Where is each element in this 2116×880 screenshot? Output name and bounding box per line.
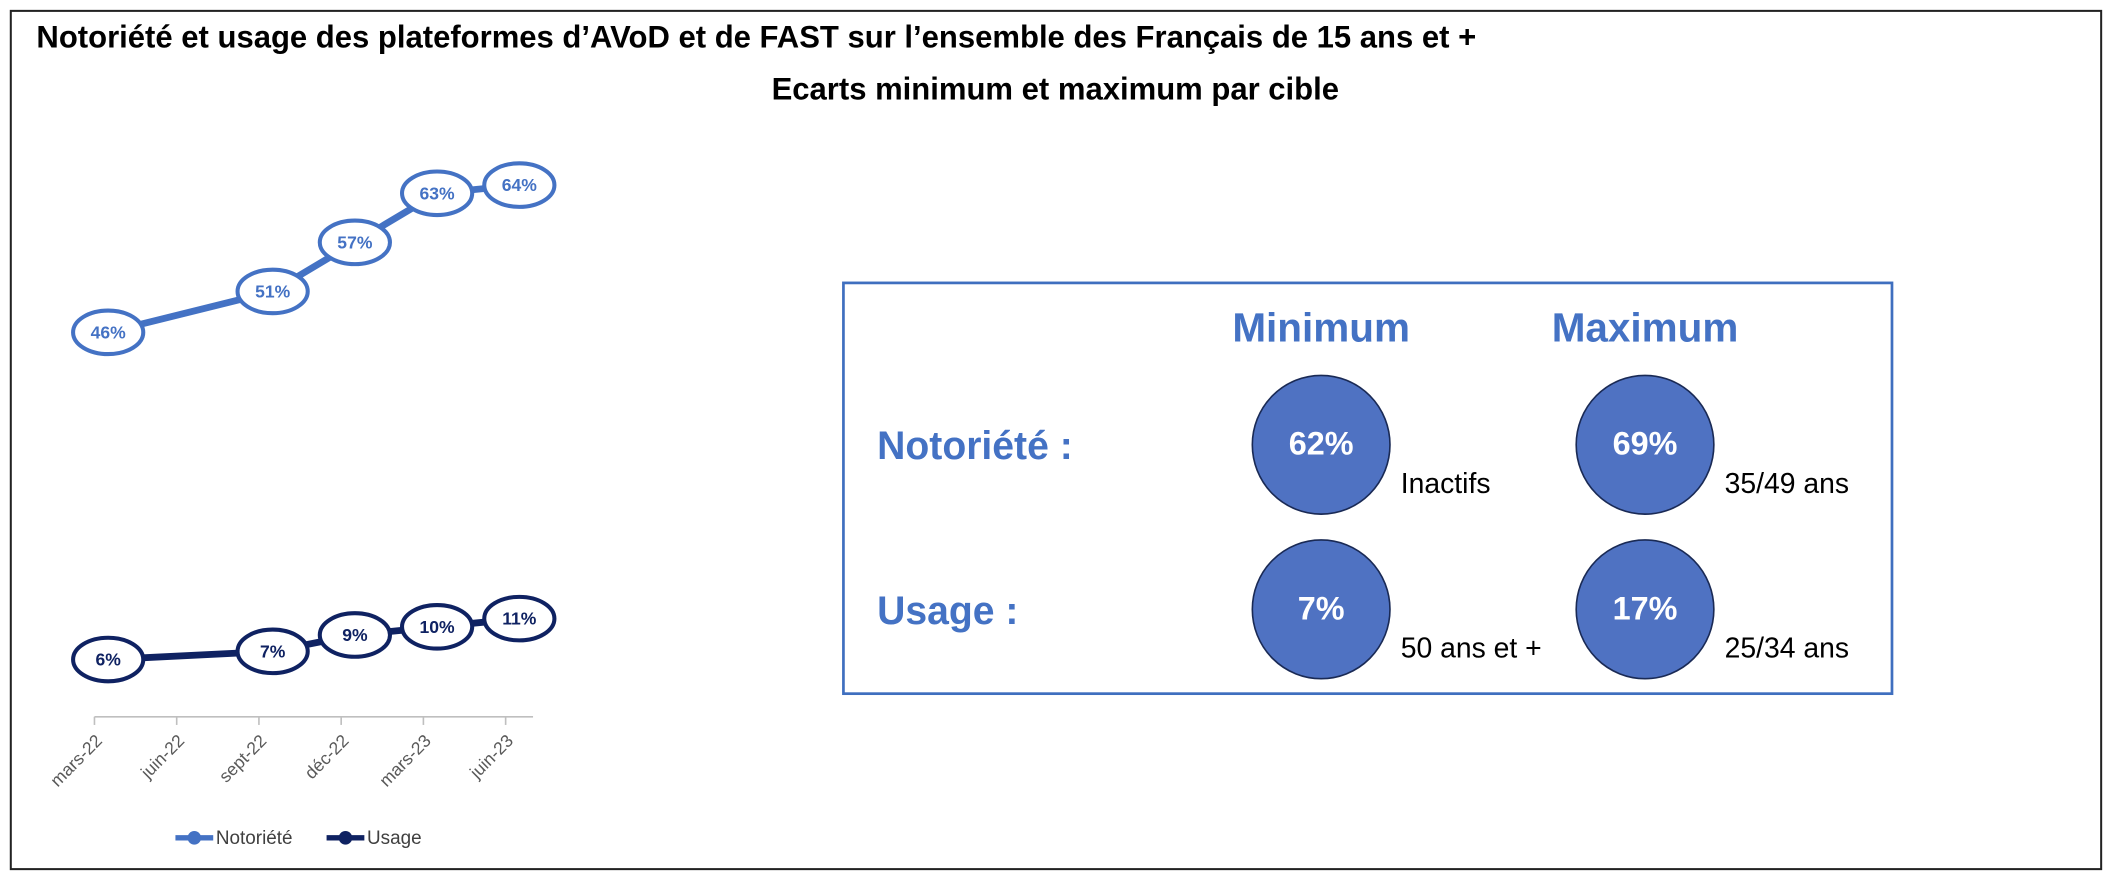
data-label: 51% — [255, 281, 290, 301]
point-marker — [482, 594, 557, 643]
data-label: 46% — [91, 322, 126, 342]
point-marker — [71, 635, 146, 684]
data-label: 63% — [420, 183, 455, 203]
column-header: Minimum — [1232, 304, 1410, 350]
data-label: 64% — [502, 175, 537, 195]
chart-title: Notoriété et usage des plateformes d’AVo… — [36, 20, 1476, 55]
value-bubble — [1251, 539, 1391, 680]
point-marker — [235, 267, 310, 316]
data-label: 11% — [502, 609, 536, 629]
bubble-target: 35/49 ans — [1725, 468, 1849, 500]
legend-label: Usage — [367, 828, 422, 849]
value-bubble — [1251, 374, 1391, 515]
point-marker — [235, 627, 310, 676]
point-marker — [399, 169, 475, 218]
point-marker — [399, 603, 475, 651]
legend-swatch-dot — [187, 831, 202, 845]
legend-label: Notoriété — [216, 828, 293, 849]
data-label: 10% — [420, 617, 455, 637]
bubble-target: 50 ans et + — [1401, 633, 1542, 665]
value-bubble — [1575, 539, 1715, 680]
bubble-target: 25/34 ans — [1725, 633, 1849, 665]
data-label: 7% — [260, 641, 286, 661]
bubble-value: 69% — [1613, 426, 1678, 462]
row-label: Usage : — [877, 589, 1018, 633]
data-label: 57% — [337, 232, 372, 252]
point-marker — [482, 161, 557, 209]
column-header: Maximum — [1552, 304, 1739, 350]
bubble-target: Inactifs — [1401, 468, 1491, 500]
bubble-value: 62% — [1289, 426, 1354, 462]
point-marker — [317, 611, 392, 659]
legend-swatch-dot — [338, 831, 353, 845]
bubble-value: 7% — [1298, 590, 1345, 626]
bubble-value: 17% — [1613, 590, 1678, 626]
point-marker — [317, 218, 392, 267]
data-label: 6% — [95, 649, 121, 669]
chart-subtitle: Ecarts minimum et maximum par cible — [772, 71, 1339, 106]
point-marker — [71, 308, 146, 357]
data-label: 9% — [342, 625, 368, 645]
row-label: Notoriété : — [877, 424, 1073, 468]
value-bubble — [1575, 374, 1715, 515]
